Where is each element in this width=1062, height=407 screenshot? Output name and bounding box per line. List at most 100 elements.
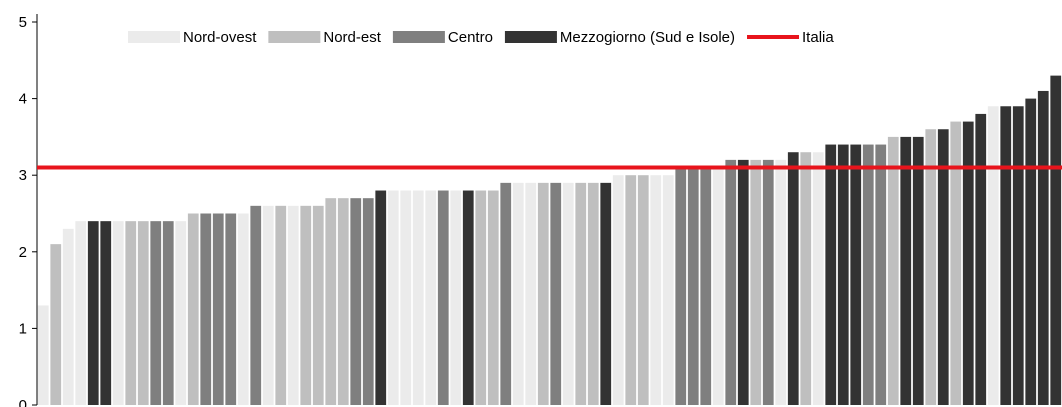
bar xyxy=(225,213,237,405)
bar xyxy=(612,175,624,405)
bar xyxy=(975,113,987,406)
bar xyxy=(300,205,312,405)
bar xyxy=(662,175,674,405)
bar xyxy=(962,121,974,405)
bar xyxy=(325,198,337,405)
bar xyxy=(600,182,612,405)
legend-swatch xyxy=(392,31,445,43)
bar xyxy=(887,136,899,405)
bar xyxy=(100,221,112,405)
bar xyxy=(1037,90,1049,405)
bar xyxy=(925,129,937,406)
bar xyxy=(150,221,162,405)
bar xyxy=(625,175,637,405)
bar xyxy=(250,205,262,405)
bar xyxy=(337,198,349,405)
bar xyxy=(1025,98,1037,405)
y-tick-label: 3 xyxy=(19,167,27,184)
bar xyxy=(537,182,549,405)
bar xyxy=(112,221,124,405)
bar xyxy=(800,152,812,405)
y-tick-label: 5 xyxy=(19,14,27,31)
bar xyxy=(525,182,537,405)
bar xyxy=(675,167,687,405)
bar xyxy=(937,129,949,406)
bar xyxy=(387,190,399,405)
bar xyxy=(362,198,374,405)
bar xyxy=(912,136,924,405)
legend-label: Italia xyxy=(802,29,834,46)
bar xyxy=(262,205,274,405)
bar xyxy=(187,213,199,405)
y-tick-label: 1 xyxy=(19,320,27,337)
bar xyxy=(462,190,474,405)
bar xyxy=(700,167,712,405)
bar xyxy=(650,175,662,405)
bar xyxy=(487,190,499,405)
bar xyxy=(425,190,437,405)
bar xyxy=(750,159,762,405)
legend-swatch xyxy=(128,31,180,43)
bar xyxy=(775,159,787,405)
bar xyxy=(200,213,212,405)
bar xyxy=(1050,75,1062,406)
bar xyxy=(212,213,224,405)
bar xyxy=(587,182,599,405)
bar xyxy=(475,190,487,405)
bar xyxy=(725,159,737,405)
bars-group xyxy=(37,75,1062,406)
bar xyxy=(62,228,74,405)
bar xyxy=(575,182,587,405)
bar xyxy=(687,167,699,405)
bar xyxy=(450,190,462,405)
bar xyxy=(825,144,837,405)
bar xyxy=(637,175,649,405)
bar xyxy=(500,182,512,405)
bar xyxy=(850,144,862,405)
legend-swatch xyxy=(504,31,557,43)
legend-swatch xyxy=(268,31,321,43)
bar xyxy=(75,221,87,405)
y-tick-label: 4 xyxy=(19,91,27,108)
legend: Nord-ovest Nord-est Centro Mezzogiorno (Sud… xyxy=(128,29,834,46)
bar xyxy=(950,121,962,405)
bar xyxy=(37,305,49,405)
bar xyxy=(350,198,362,405)
bar xyxy=(275,205,287,405)
bar xyxy=(437,190,449,405)
bar xyxy=(812,152,824,405)
y-axis: 0 1 2 3 4 5 xyxy=(19,14,38,407)
bar xyxy=(87,221,99,405)
bar xyxy=(1000,106,1012,405)
bar xyxy=(562,182,574,405)
bar xyxy=(287,205,299,405)
bar xyxy=(162,221,174,405)
bar xyxy=(412,190,424,405)
bar xyxy=(837,144,849,405)
bar xyxy=(862,144,874,405)
y-tick-label: 0 xyxy=(19,397,27,407)
y-tick-label: 2 xyxy=(19,244,27,261)
bar xyxy=(375,190,387,405)
bar xyxy=(512,182,524,405)
bar xyxy=(125,221,137,405)
bar xyxy=(50,244,62,405)
legend-label: Nord-ovest xyxy=(183,29,257,46)
bar xyxy=(762,159,774,405)
legend-label: Centro xyxy=(448,29,493,46)
bar xyxy=(712,167,724,405)
bar xyxy=(237,213,249,405)
bar xyxy=(312,205,324,405)
bar xyxy=(400,190,412,405)
bar xyxy=(175,221,187,405)
bar xyxy=(987,106,999,405)
bar xyxy=(737,159,749,405)
legend-label: Mezzogiorno (Sud e Isole) xyxy=(560,29,735,46)
bar xyxy=(875,144,887,405)
bar xyxy=(550,182,562,405)
bar xyxy=(1012,106,1024,405)
bar xyxy=(787,152,799,405)
bar xyxy=(900,136,912,405)
legend-label: Nord-est xyxy=(323,29,381,46)
